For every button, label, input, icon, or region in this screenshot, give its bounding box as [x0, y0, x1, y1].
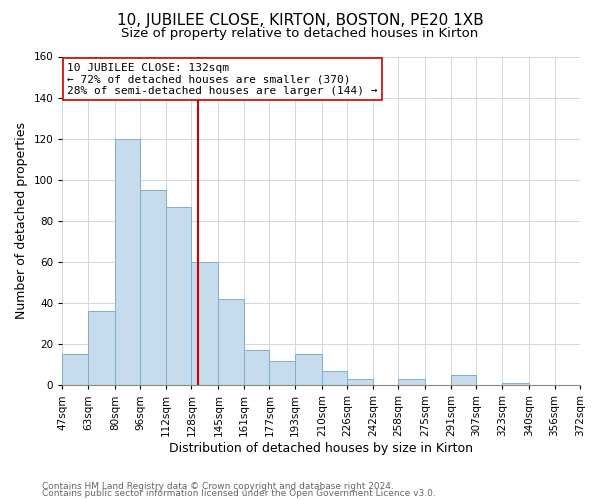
- Text: 10 JUBILEE CLOSE: 132sqm
← 72% of detached houses are smaller (370)
28% of semi-: 10 JUBILEE CLOSE: 132sqm ← 72% of detach…: [67, 62, 377, 96]
- Bar: [88, 312, 115, 386]
- Bar: [398, 379, 425, 386]
- Bar: [269, 360, 295, 386]
- Bar: [191, 262, 218, 386]
- Bar: [295, 354, 322, 386]
- Bar: [166, 206, 191, 386]
- Bar: [62, 354, 88, 386]
- Bar: [244, 350, 269, 386]
- Bar: [451, 375, 476, 386]
- Bar: [502, 383, 529, 386]
- Y-axis label: Number of detached properties: Number of detached properties: [15, 122, 28, 320]
- Bar: [140, 190, 166, 386]
- Bar: [218, 299, 244, 386]
- Text: Contains HM Land Registry data © Crown copyright and database right 2024.: Contains HM Land Registry data © Crown c…: [42, 482, 394, 491]
- Text: Contains public sector information licensed under the Open Government Licence v3: Contains public sector information licen…: [42, 489, 436, 498]
- Text: Size of property relative to detached houses in Kirton: Size of property relative to detached ho…: [121, 28, 479, 40]
- X-axis label: Distribution of detached houses by size in Kirton: Distribution of detached houses by size …: [169, 442, 473, 455]
- Bar: [322, 371, 347, 386]
- Bar: [115, 138, 140, 386]
- Bar: [347, 379, 373, 386]
- Text: 10, JUBILEE CLOSE, KIRTON, BOSTON, PE20 1XB: 10, JUBILEE CLOSE, KIRTON, BOSTON, PE20 …: [116, 12, 484, 28]
